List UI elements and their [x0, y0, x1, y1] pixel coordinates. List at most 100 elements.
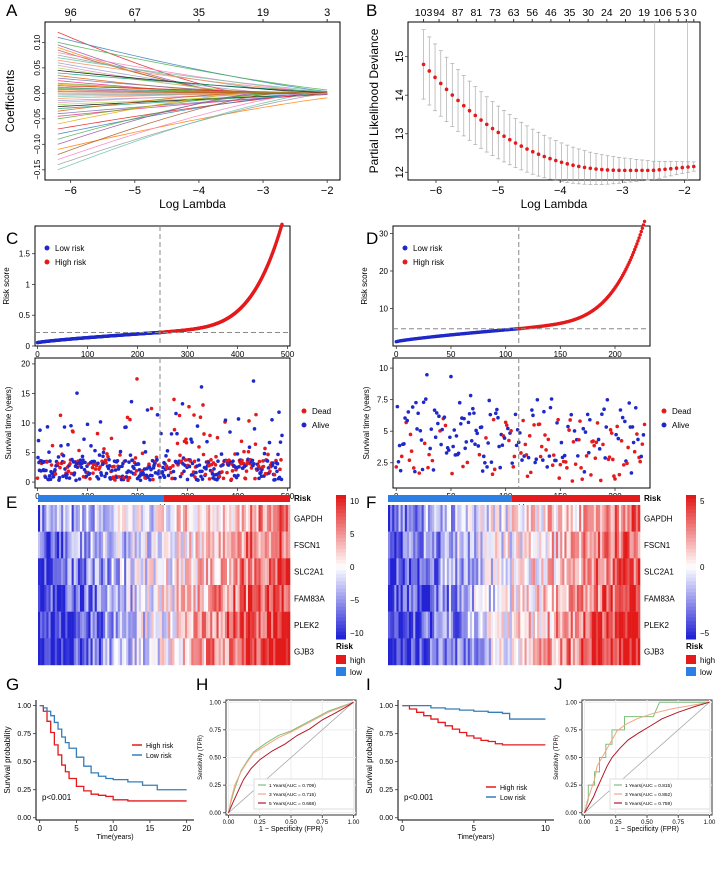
- survival-point: [538, 454, 543, 459]
- heat-cell: [164, 611, 167, 639]
- survival-point: [272, 472, 277, 477]
- survival-point: [563, 460, 568, 464]
- heat-cell: [472, 558, 475, 586]
- survival-point: [202, 432, 206, 436]
- heat-cell: [572, 505, 576, 532]
- survival-point: [155, 457, 159, 462]
- heat-cell: [511, 638, 515, 666]
- heat-cell: [119, 585, 123, 612]
- survival-point: [254, 412, 258, 417]
- heat-cell: [273, 558, 276, 586]
- heat-cell: [625, 505, 628, 532]
- heat-cell: [56, 585, 60, 612]
- x-axis-ticklabel: 0.00: [223, 820, 235, 826]
- heat-cell: [614, 585, 618, 612]
- survival-point: [546, 437, 551, 442]
- survival-y-axis-ticklabel: 7.5: [377, 395, 389, 404]
- heat-cell: [178, 611, 182, 639]
- heat-cell: [568, 531, 571, 559]
- heat-cell: [111, 531, 114, 559]
- heat-cell: [608, 611, 611, 639]
- survival-point: [93, 467, 98, 471]
- heat-cell: [461, 558, 464, 586]
- diagonal-line: [584, 701, 710, 814]
- heat-cell: [212, 505, 215, 532]
- heat-cell: [478, 638, 481, 666]
- survival-point: [189, 437, 193, 442]
- heat-cell: [199, 585, 203, 612]
- heat-cell: [174, 638, 177, 666]
- survival-point: [209, 458, 213, 462]
- heat-cell: [69, 585, 72, 612]
- heat-cell: [501, 585, 504, 612]
- survival-point: [440, 427, 445, 432]
- top-ticklabel: 24: [601, 7, 613, 19]
- survival-point: [118, 449, 123, 454]
- heat-cell: [266, 505, 270, 532]
- heat-cell: [140, 638, 144, 666]
- heat-cell: [231, 505, 234, 532]
- heat-cell: [493, 611, 496, 639]
- heat-cell: [400, 611, 403, 639]
- heat-cell: [252, 585, 255, 612]
- heat-cell: [185, 531, 188, 559]
- survival-point: [90, 465, 95, 470]
- heat-cell: [495, 558, 498, 586]
- heat-cell: [237, 585, 240, 612]
- survival-point: [433, 435, 438, 439]
- heat-cell: [566, 638, 569, 666]
- heat-cell: [419, 585, 422, 612]
- heat-cell: [248, 558, 251, 586]
- survival-point: [67, 476, 72, 480]
- risk-legend-title: Risk: [686, 642, 703, 651]
- heat-cell: [84, 611, 87, 639]
- x-axis-ticklabel: 0.00: [579, 820, 591, 826]
- survival-point: [495, 407, 499, 412]
- heat-cell: [448, 505, 452, 532]
- heat-cell: [220, 638, 224, 666]
- heat-cell: [101, 611, 104, 639]
- heat-cell: [248, 505, 251, 532]
- heat-cell: [482, 531, 485, 559]
- heat-cell: [535, 531, 538, 559]
- panel-e-heatmap: RiskGAPDHFSCN1SLC2A1FAM83APLEK2GJB31050−…: [38, 494, 365, 677]
- survival-point: [414, 400, 418, 405]
- heat-cell: [227, 611, 230, 639]
- heat-cell: [193, 558, 196, 586]
- heat-cell: [602, 585, 605, 612]
- heat-cell: [122, 505, 125, 532]
- heat-cell: [484, 638, 487, 666]
- x-axis-ticklabel: −5: [129, 185, 142, 197]
- survival-point: [185, 477, 190, 482]
- heat-cell: [621, 585, 624, 612]
- heat-cell: [52, 558, 56, 586]
- survival-point: [578, 419, 582, 423]
- heat-cell: [453, 505, 456, 532]
- heat-cell: [432, 558, 435, 586]
- x-axis-ticklabel: 0: [400, 824, 405, 833]
- survival-point: [161, 465, 165, 470]
- heat-cell: [503, 611, 506, 639]
- survival-point: [171, 469, 176, 474]
- survival-point: [82, 437, 86, 442]
- survival-point: [562, 453, 567, 458]
- heat-cell: [421, 505, 424, 532]
- heat-cell: [224, 558, 228, 586]
- survival-point: [101, 454, 105, 459]
- legend-alive-label: Alive: [672, 421, 690, 430]
- heat-cell: [446, 505, 450, 532]
- colorbar-cell: [336, 520, 346, 525]
- top-ticklabel: 6: [666, 7, 672, 19]
- heat-cell: [44, 531, 47, 559]
- heat-cell: [208, 505, 211, 532]
- colorbar-cell: [336, 581, 346, 586]
- heat-cell: [187, 638, 190, 666]
- survival-point: [247, 445, 252, 449]
- heat-cell: [581, 531, 584, 559]
- heat-cell: [425, 611, 429, 639]
- heat-cell: [71, 611, 74, 639]
- heat-cell: [400, 558, 403, 586]
- heat-cell: [505, 558, 508, 586]
- heat-cell: [490, 531, 494, 559]
